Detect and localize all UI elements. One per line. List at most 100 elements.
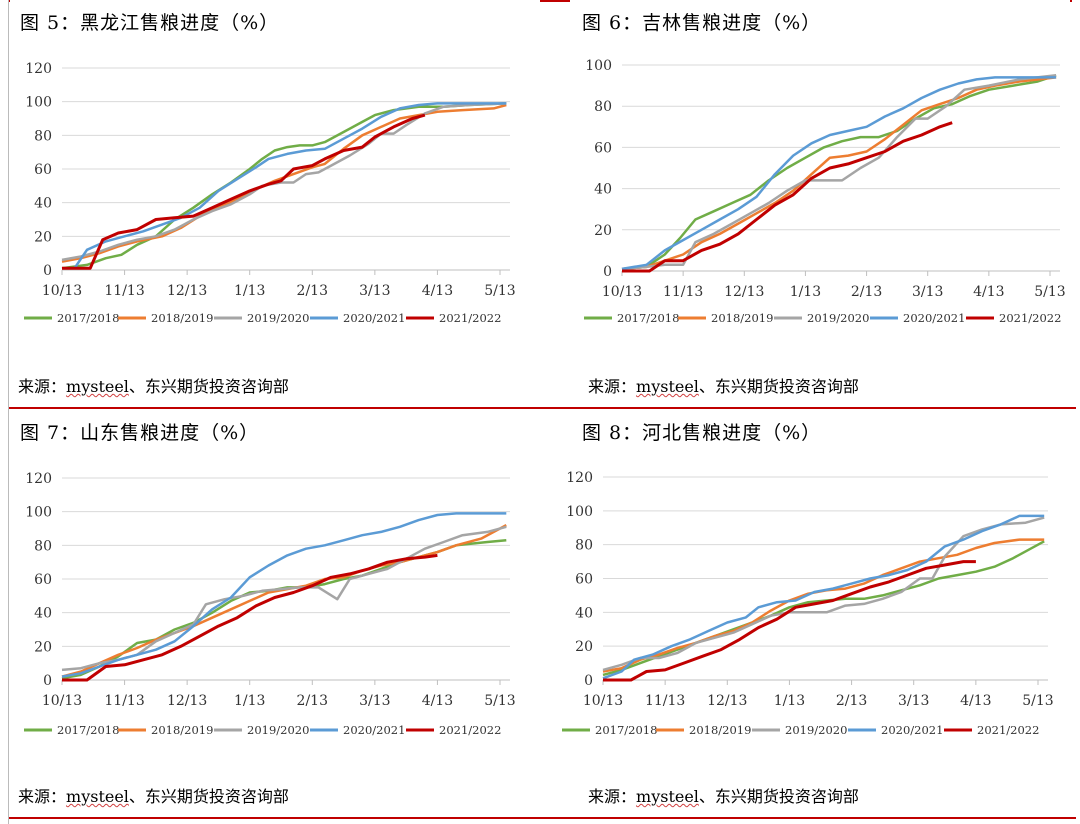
top-divider xyxy=(8,0,1072,2)
y-tick-label: 20 xyxy=(594,223,612,239)
source-note: 来源：mysteel、东兴期货投资咨询部 xyxy=(588,783,859,807)
y-tick-label: 0 xyxy=(43,673,52,689)
source-brand: mysteel xyxy=(636,787,699,806)
x-tick-label: 1/13 xyxy=(774,693,805,709)
source-brand: mysteel xyxy=(66,787,129,806)
y-tick-label: 120 xyxy=(566,470,593,486)
source-suffix: 、东兴期货投资咨询部 xyxy=(698,787,859,806)
x-tick-label: 3/13 xyxy=(359,283,390,299)
series-line-2020-2021 xyxy=(602,514,1045,680)
series-line-2021-2022 xyxy=(603,560,976,682)
legend-label: 2019/2020 xyxy=(247,723,309,737)
line-chart-heilongjiang: 0 20 40 60 80 100 120 10/13 11/13 12/13 1/13 2/13 3/… xyxy=(24,61,516,325)
chart-panel-jilin: 图 6：吉林售粮进度（%） 0 20 40 60 80 100 10/13 11/13 12/1… xyxy=(570,0,1070,405)
series-line-2021-2022 xyxy=(62,113,426,270)
series-line-2018-2019 xyxy=(61,523,507,678)
series-line-2020-2021 xyxy=(62,102,507,270)
legend-label: 2017/2018 xyxy=(57,723,119,737)
y-tick-label: 20 xyxy=(575,639,593,655)
source-brand: mysteel xyxy=(636,377,699,396)
source-suffix: 、东兴期货投资咨询部 xyxy=(128,787,289,806)
x-tick-label: 11/13 xyxy=(104,283,144,299)
y-tick-label: 80 xyxy=(594,99,612,115)
left-border xyxy=(8,0,9,824)
legend-label: 2018/2019 xyxy=(711,311,773,325)
x-tick-label: 1/13 xyxy=(234,283,265,299)
legend-label: 2017/2018 xyxy=(595,723,657,737)
series-line-2019-2020 xyxy=(602,516,1045,672)
legend-label: 2018/2019 xyxy=(151,311,213,325)
source-suffix: 、东兴期货投资咨询部 xyxy=(698,377,859,396)
y-tick-label: 80 xyxy=(34,128,52,144)
y-tick-label: 60 xyxy=(594,140,612,156)
x-tick-label: 1/13 xyxy=(234,693,265,709)
y-tick-label: 120 xyxy=(25,61,52,77)
x-tick-label: 12/13 xyxy=(167,693,207,709)
source-suffix: 、东兴期货投资咨询部 xyxy=(128,377,289,396)
y-tick-label: 40 xyxy=(575,605,593,621)
y-tick-label: 40 xyxy=(594,182,612,198)
x-tick-label: 5/13 xyxy=(484,693,515,709)
y-tick-label: 60 xyxy=(34,572,52,588)
series-line-2018-2019 xyxy=(621,76,1057,271)
source-prefix: 来源： xyxy=(588,787,637,806)
legend-label: 2019/2020 xyxy=(785,723,847,737)
y-tick-label: 100 xyxy=(585,58,612,74)
legend-label: 2019/2020 xyxy=(807,311,869,325)
legend-label: 2021/2022 xyxy=(439,723,501,737)
legend-label: 2018/2019 xyxy=(689,723,751,737)
legend-label: 2018/2019 xyxy=(151,723,213,737)
legend-label: 2017/2018 xyxy=(57,311,119,325)
source-note: 来源：mysteel、东兴期货投资咨询部 xyxy=(18,373,289,397)
x-tick-label: 2/13 xyxy=(836,693,867,709)
y-tick-label: 120 xyxy=(25,471,52,487)
x-tick-label: 4/13 xyxy=(422,693,453,709)
y-tick-label: 40 xyxy=(34,606,52,622)
chart-panel-hebei: 图 8：河北售粮进度（%） 0 20 40 60 80 100 120 10/13 11/13 1… xyxy=(562,410,1070,815)
legend-label: 2020/2021 xyxy=(343,311,405,325)
x-tick-label: 3/13 xyxy=(898,693,929,709)
x-tick-label: 2/13 xyxy=(297,693,328,709)
x-tick-label: 5/13 xyxy=(484,283,515,299)
legend-label: 2021/2022 xyxy=(977,723,1039,737)
line-chart-jilin: 0 20 40 60 80 100 10/13 11/13 12/13 1/13 2/13 3/13 4… xyxy=(584,58,1066,325)
y-tick-label: 0 xyxy=(603,264,612,280)
source-prefix: 来源： xyxy=(18,377,67,396)
source-prefix: 来源： xyxy=(18,787,67,806)
x-tick-label: 4/13 xyxy=(960,693,991,709)
middle-divider xyxy=(8,407,1076,409)
legend-label: 2017/2018 xyxy=(617,311,679,325)
series-line-2020-2021 xyxy=(61,512,507,678)
source-brand: mysteel xyxy=(66,377,129,396)
x-tick-label: 3/13 xyxy=(359,693,390,709)
y-tick-label: 60 xyxy=(575,572,593,588)
y-tick-label: 100 xyxy=(566,504,593,520)
bottom-divider xyxy=(8,817,1076,819)
x-tick-label: 10/13 xyxy=(42,693,82,709)
chart-title: 图 6：吉林售粮进度（%） xyxy=(582,12,822,34)
x-tick-label: 10/13 xyxy=(42,283,82,299)
y-tick-label: 40 xyxy=(34,196,52,212)
series-line-2021-2022 xyxy=(622,121,953,273)
x-tick-label: 5/13 xyxy=(1034,284,1065,300)
x-tick-label: 4/13 xyxy=(422,283,453,299)
y-tick-label: 80 xyxy=(34,538,52,554)
series-line-2019-2020 xyxy=(61,102,507,262)
chart-panel-shandong: 图 7：山东售粮进度（%） 0 20 40 60 80 100 120 10/13 11/13 1… xyxy=(10,410,540,815)
legend-label: 2020/2021 xyxy=(881,723,943,737)
x-tick-label: 2/13 xyxy=(297,283,328,299)
x-tick-label: 12/13 xyxy=(724,284,764,300)
series-line-2017-2018 xyxy=(602,540,1045,677)
line-chart-shandong: 0 20 40 60 80 100 120 10/13 11/13 12/13 1/13 2/13 3/… xyxy=(24,471,516,737)
series-line-2017-2018 xyxy=(621,74,1057,271)
x-tick-label: 1/13 xyxy=(790,284,821,300)
chart-title: 图 8：河北售粮进度（%） xyxy=(582,422,822,444)
chart-panel-heilongjiang: 图 5：黑龙江售粮进度（%） 0 20 40 60 80 100 120 10/13 11/13… xyxy=(10,0,540,405)
series-line-2020-2021 xyxy=(621,76,1057,271)
legend-label: 2021/2022 xyxy=(999,311,1061,325)
y-tick-label: 80 xyxy=(575,538,593,554)
chart-title: 图 7：山东售粮进度（%） xyxy=(20,422,260,444)
y-tick-label: 60 xyxy=(34,162,52,178)
y-tick-label: 0 xyxy=(43,263,52,279)
x-tick-label: 10/13 xyxy=(583,693,623,709)
